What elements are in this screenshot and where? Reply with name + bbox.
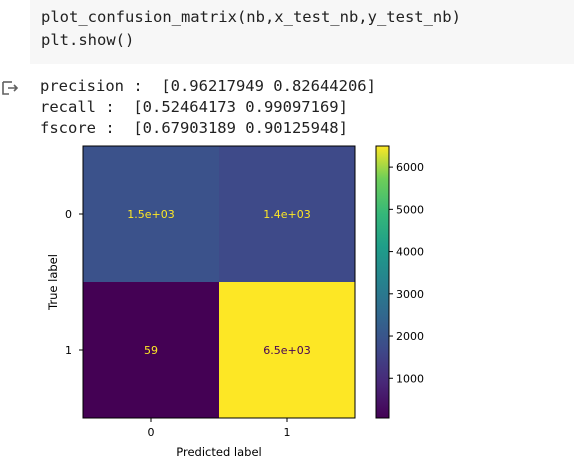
y-tick-label: 0 (65, 208, 72, 221)
cell-value-label: 1.5e+03 (127, 208, 174, 221)
colorbar-tick-label: 3000 (396, 288, 424, 301)
x-tick-label: 0 (148, 426, 155, 439)
colorbar-tick-label: 6000 (396, 161, 424, 174)
x-axis-label: Predicted label (176, 445, 261, 459)
colorbar-tick-label: 5000 (396, 203, 424, 216)
colorbar-tick-label: 4000 (396, 246, 424, 259)
colorbar-tick-label: 2000 (396, 330, 424, 343)
y-axis-label: True label (46, 254, 60, 311)
cell-value-label: 59 (144, 344, 158, 357)
y-tick-label: 1 (65, 344, 72, 357)
cell-value-label: 6.5e+03 (263, 344, 310, 357)
colorbar (376, 146, 389, 418)
cell-value-label: 1.4e+03 (263, 208, 310, 221)
colorbar-tick-label: 1000 (396, 372, 424, 385)
x-tick-label: 1 (284, 426, 291, 439)
